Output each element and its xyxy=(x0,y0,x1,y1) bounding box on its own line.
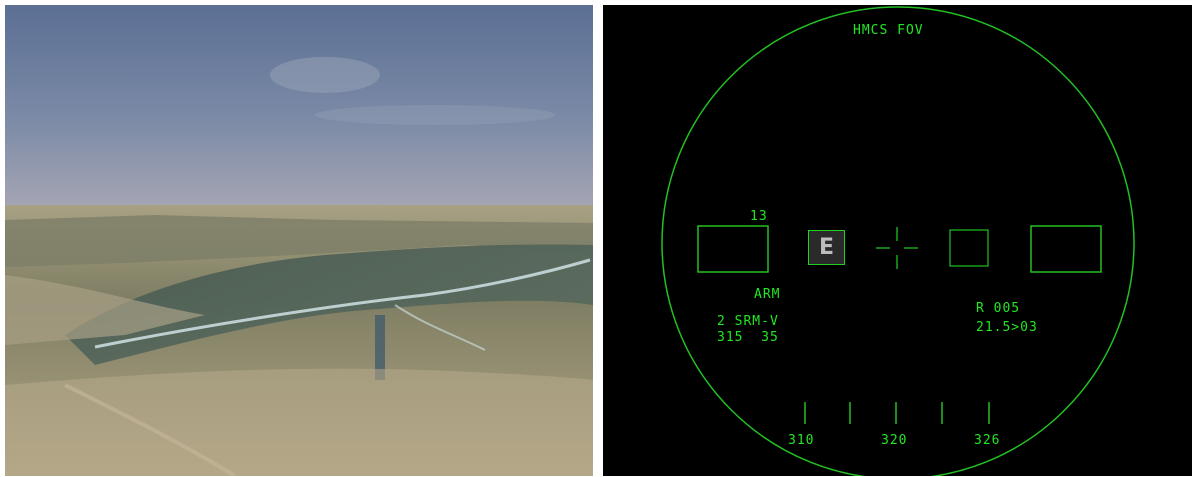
arm-status: ARM xyxy=(754,287,781,302)
seeker-mode-badge: E xyxy=(808,230,845,265)
road-branch xyxy=(394,304,486,351)
target-count: 13 xyxy=(750,209,768,224)
heading-tape xyxy=(804,402,990,424)
range-value: 21.5>03 xyxy=(976,320,1038,335)
weapon-params: 315 35 xyxy=(717,330,779,345)
hmcs-title: HMCS FOV xyxy=(853,23,924,38)
foreground xyxy=(5,368,593,476)
heading-310: 310 xyxy=(788,433,815,448)
sky xyxy=(5,5,593,210)
tower-shadow xyxy=(375,315,385,380)
heading-320: 320 xyxy=(881,433,908,448)
hmcs-symbology xyxy=(661,6,1135,476)
road xyxy=(94,258,591,349)
heading-326: 326 xyxy=(974,433,1001,448)
cloud xyxy=(315,105,555,125)
terrain-scene xyxy=(5,5,593,476)
terrain-view xyxy=(5,5,593,476)
valley xyxy=(65,244,593,365)
fov-circle xyxy=(661,6,1135,476)
cloud xyxy=(270,57,380,93)
right-target-box xyxy=(1030,225,1102,273)
seeker-box xyxy=(949,229,989,267)
hill xyxy=(5,275,205,345)
range-label: R 005 xyxy=(976,301,1021,316)
ridge xyxy=(5,215,593,267)
seeker-mode-letter: E xyxy=(818,235,835,260)
hmcs-display: HMCS FOV 13 E ARM 2 SRM-V 315 35 R 005 2… xyxy=(603,5,1192,476)
weapon-label: 2 SRM-V xyxy=(717,314,779,329)
left-target-box xyxy=(697,225,769,273)
crosshair xyxy=(876,227,918,269)
